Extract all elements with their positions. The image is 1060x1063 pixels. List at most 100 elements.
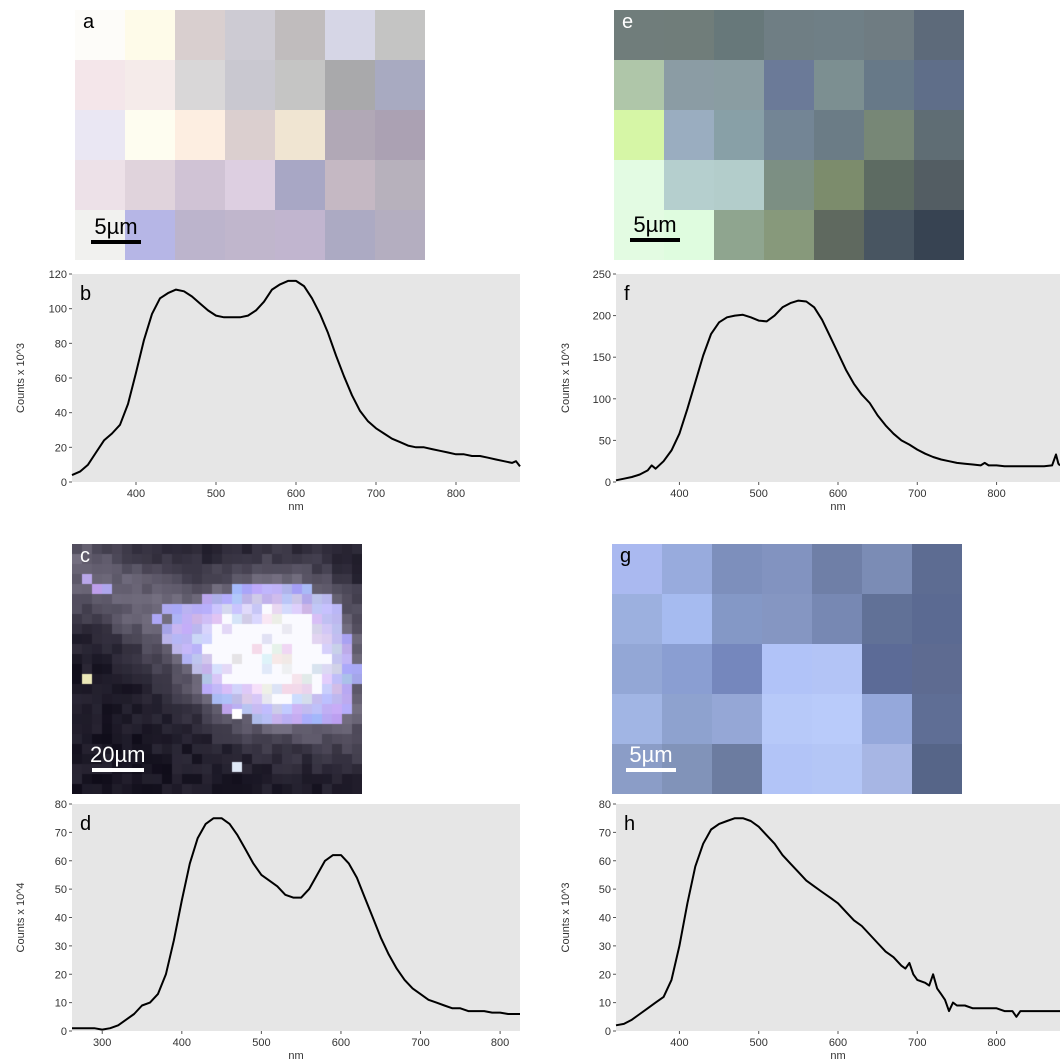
y-tick-label-h: 10 xyxy=(599,998,611,1010)
scale-bar-line-c xyxy=(91,768,144,772)
pixel-cell-a-33 xyxy=(325,210,375,260)
pixel-cell-g-15 xyxy=(662,644,712,694)
pixel-cell-e-24 xyxy=(764,160,814,210)
pixel-cell-e-18 xyxy=(814,110,864,160)
y-tick-label-f: 50 xyxy=(599,435,611,447)
scale-bar-e: 5µm xyxy=(630,214,680,242)
y-tick-label-d: 60 xyxy=(55,856,67,868)
x-tick-label-h: 800 xyxy=(987,1037,1005,1049)
pixel-cell-g-34 xyxy=(912,744,962,794)
y-tick-label-h: 50 xyxy=(599,884,611,896)
pixel-cell-g-26 xyxy=(862,694,912,744)
spectrum-line-b-0 xyxy=(71,279,521,477)
pixel-cell-g-32 xyxy=(812,744,862,794)
x-tick-label-f: 700 xyxy=(908,488,926,500)
x-tick-label-d: 500 xyxy=(252,1037,270,1049)
x-tick-label-f: 400 xyxy=(670,488,688,500)
panel-letter-f: f xyxy=(624,283,630,305)
y-tick-label-d: 30 xyxy=(55,941,67,953)
pixel-cell-e-28 xyxy=(614,210,664,260)
pixel-cell-a-28 xyxy=(75,210,125,260)
scale-bar-label-e: 5µm xyxy=(633,212,677,237)
pixel-cell-g-14 xyxy=(612,644,662,694)
y-tick-label-h: 70 xyxy=(599,827,611,839)
pixel-cell-e-8 xyxy=(664,60,714,110)
pixel-cell-e-20 xyxy=(914,110,964,160)
pixel-cell-g-30 xyxy=(712,744,762,794)
pixel-cell-a-16 xyxy=(175,110,225,160)
pixel-cell-g-23 xyxy=(712,694,762,744)
pixel-cell-g-1 xyxy=(662,544,712,594)
pixel-cell-e-29 xyxy=(664,210,714,260)
spectrum-line-f-0 xyxy=(615,299,1060,482)
x-tick-label-h: 400 xyxy=(670,1037,688,1049)
pixel-cell-e-4 xyxy=(814,10,864,60)
x-tick-label-b: 800 xyxy=(447,488,465,500)
image-panel-a: a 5µm xyxy=(75,10,425,260)
plot-area-h xyxy=(616,804,1060,1031)
pixel-cell-a-19 xyxy=(325,110,375,160)
y-tick-label-f: 200 xyxy=(593,311,611,323)
pixel-cell-e-13 xyxy=(914,60,964,110)
panel-letter-e: e xyxy=(622,11,634,33)
y-tick-label-b: 100 xyxy=(49,304,67,316)
y-tick-label-f: 100 xyxy=(593,394,611,406)
pixel-cell-a-31 xyxy=(225,210,275,260)
pixel-cell-a-0 xyxy=(75,10,125,60)
pixel-cell-e-25 xyxy=(814,160,864,210)
pixel-cell-e-5 xyxy=(864,10,914,60)
pixel-cell-e-3 xyxy=(764,10,814,60)
pixel-cell-a-5 xyxy=(325,10,375,60)
pixel-cell-e-30 xyxy=(714,210,764,260)
pixel-cell-e-32 xyxy=(814,210,864,260)
pixel-cell-g-10 xyxy=(762,594,812,644)
pixel-cell-a-25 xyxy=(275,160,325,210)
panel-letter-a: a xyxy=(83,11,95,33)
x-tick-label-h: 600 xyxy=(829,1037,847,1049)
pixel-cell-a-15 xyxy=(125,110,175,160)
pixel-cell-e-1 xyxy=(664,10,714,60)
pixel-cell-g-17 xyxy=(762,644,812,694)
x-tick-label-f: 500 xyxy=(750,488,768,500)
pixel-cell-g-31 xyxy=(762,744,812,794)
pixel-cell-a-2 xyxy=(175,10,225,60)
pixel-cell-e-27 xyxy=(914,160,964,210)
scale-bar-c: 20µm xyxy=(90,744,145,772)
pixel-cell-e-21 xyxy=(614,160,664,210)
pixel-cell-e-22 xyxy=(664,160,714,210)
scale-bar-label-c: 20µm xyxy=(90,742,146,767)
x-tick-label-h: 500 xyxy=(750,1037,768,1049)
spectrum-line-h-0 xyxy=(615,817,1060,1027)
panel-letter-b: b xyxy=(80,283,91,305)
scale-bar-g: 5µm xyxy=(626,744,676,772)
x-tick-label-d: 400 xyxy=(173,1037,191,1049)
pixel-cell-g-0 xyxy=(612,544,662,594)
pixel-cell-g-21 xyxy=(612,694,662,744)
pixel-cell-e-7 xyxy=(614,60,664,110)
scale-bar-line-a xyxy=(91,240,141,244)
plot-area-f xyxy=(616,274,1060,482)
pixel-cell-a-10 xyxy=(225,60,275,110)
pixel-cell-a-32 xyxy=(275,210,325,260)
pixel-cell-g-19 xyxy=(862,644,912,694)
y-tick-label-b: 40 xyxy=(55,408,67,420)
pixel-cell-g-22 xyxy=(662,694,712,744)
pixel-cell-e-31 xyxy=(764,210,814,260)
pixel-cell-e-12 xyxy=(864,60,914,110)
x-axis-label-d: nm xyxy=(288,1050,303,1062)
pixel-cell-e-26 xyxy=(864,160,914,210)
x-tick-label-d: 600 xyxy=(332,1037,350,1049)
pixel-cell-g-5 xyxy=(862,544,912,594)
pixel-cell-a-26 xyxy=(325,160,375,210)
pixel-cell-g-18 xyxy=(812,644,862,694)
pixel-cell-e-34 xyxy=(914,210,964,260)
x-tick-label-d: 300 xyxy=(93,1037,111,1049)
plot-area-b xyxy=(72,274,520,482)
x-tick-label-h: 700 xyxy=(908,1037,926,1049)
pixel-cell-g-24 xyxy=(762,694,812,744)
x-tick-label-b: 500 xyxy=(207,488,225,500)
image-panel-g: g 5µm xyxy=(612,544,962,794)
y-tick-label-d: 80 xyxy=(55,799,67,811)
y-tick-label-h: 20 xyxy=(599,969,611,981)
pixel-cell-a-3 xyxy=(225,10,275,60)
